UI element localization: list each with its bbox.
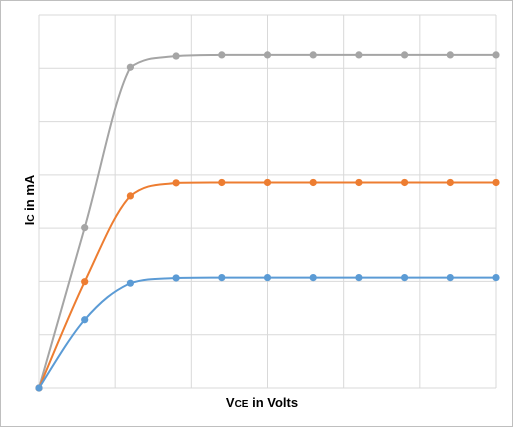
- data-point: [355, 51, 363, 59]
- data-point: [126, 279, 134, 287]
- data-point: [263, 51, 272, 59]
- x-axis-title: VCE in Volts: [226, 395, 298, 410]
- data-point: [401, 178, 409, 187]
- data-point: [492, 178, 500, 187]
- data-point: [172, 274, 180, 282]
- series-line-1: [38, 53, 496, 389]
- series-line-2: [38, 181, 496, 389]
- data-point: [309, 178, 317, 187]
- data-point: [218, 178, 226, 187]
- data-point: [309, 273, 317, 282]
- y-axis-title: IC in mA: [22, 174, 37, 225]
- data-point: [446, 273, 454, 282]
- data-point: [81, 316, 89, 324]
- data-point: [446, 51, 454, 59]
- data-point: [218, 51, 226, 59]
- data-point: [492, 273, 500, 282]
- data-point: [401, 51, 409, 59]
- data-point: [492, 51, 500, 59]
- gridlines: [38, 14, 497, 389]
- data-point: [81, 278, 89, 286]
- data-point: [81, 224, 89, 232]
- series-markers: [35, 51, 500, 392]
- data-point: [263, 273, 272, 282]
- data-point: [309, 51, 317, 59]
- data-point: [401, 273, 409, 282]
- data-point: [355, 178, 363, 187]
- data-point: [35, 384, 43, 392]
- data-point: [446, 178, 454, 187]
- data-point: [126, 63, 134, 71]
- data-point: [172, 52, 180, 60]
- data-point: [218, 273, 226, 282]
- data-point: [126, 192, 134, 200]
- data-point: [355, 273, 363, 282]
- data-point: [263, 178, 272, 187]
- data-point: [172, 179, 180, 187]
